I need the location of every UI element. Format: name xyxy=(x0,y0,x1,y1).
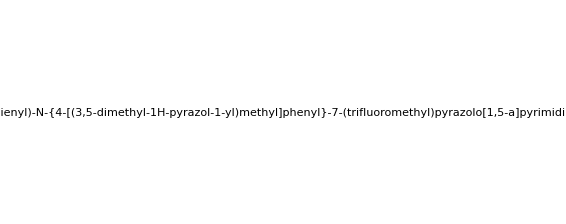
Text: 5-(5-chloro-2-thienyl)-N-{4-[(3,5-dimethyl-1H-pyrazol-1-yl)methyl]phenyl}-7-(tri: 5-(5-chloro-2-thienyl)-N-{4-[(3,5-dimeth… xyxy=(0,108,566,118)
